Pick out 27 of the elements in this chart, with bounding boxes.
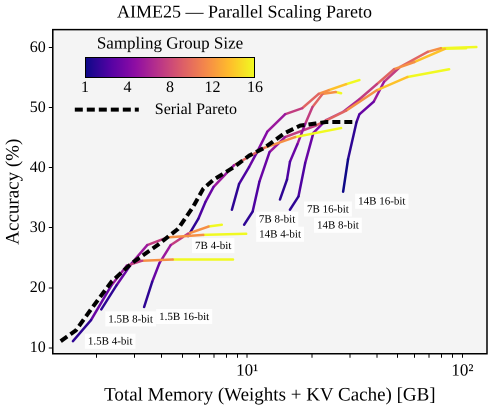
annotation: 14B 16-bit [358,196,406,208]
annotation: 8 [166,78,174,96]
y-tick-label: 50 [30,98,46,116]
annotation: 14B 8-bit [316,220,359,232]
annotation: 7B 8-bit [258,214,296,226]
x-tick-label: 10¹ [236,360,258,380]
annotation: 1.5B 4-bit [88,336,133,348]
y-axis-title: Accuracy (%) [2,138,24,245]
y-tick-label: 10 [30,339,46,356]
annotation: 12 [204,78,220,96]
chart-title: AIME25 — Parallel Scaling Pareto [117,2,372,22]
annotation: 7B 4-bit [195,240,232,252]
y-tick-label: 20 [30,278,46,296]
x-axis-title: Total Memory (Weights + KV Cache) [GB] [104,384,436,406]
annotation: 1 [80,78,89,96]
color-bar-title: Sampling Group Size [96,33,243,52]
y-tick-label: 40 [30,158,46,176]
y-tick-label: 30 [30,218,46,236]
y-tick-label: 60 [30,38,46,56]
annotation: 14B 4-bit [259,228,302,241]
legend-label: Serial Pareto [154,100,238,118]
annotation: 4 [123,78,132,96]
annotation: 7B 16-bit [306,203,349,216]
annotation: 1.5B 16-bit [159,310,210,323]
x-tick-label: 10² [451,360,474,380]
annotation: 1.5B 8-bit [108,313,153,326]
annotation: 16 [246,78,263,96]
